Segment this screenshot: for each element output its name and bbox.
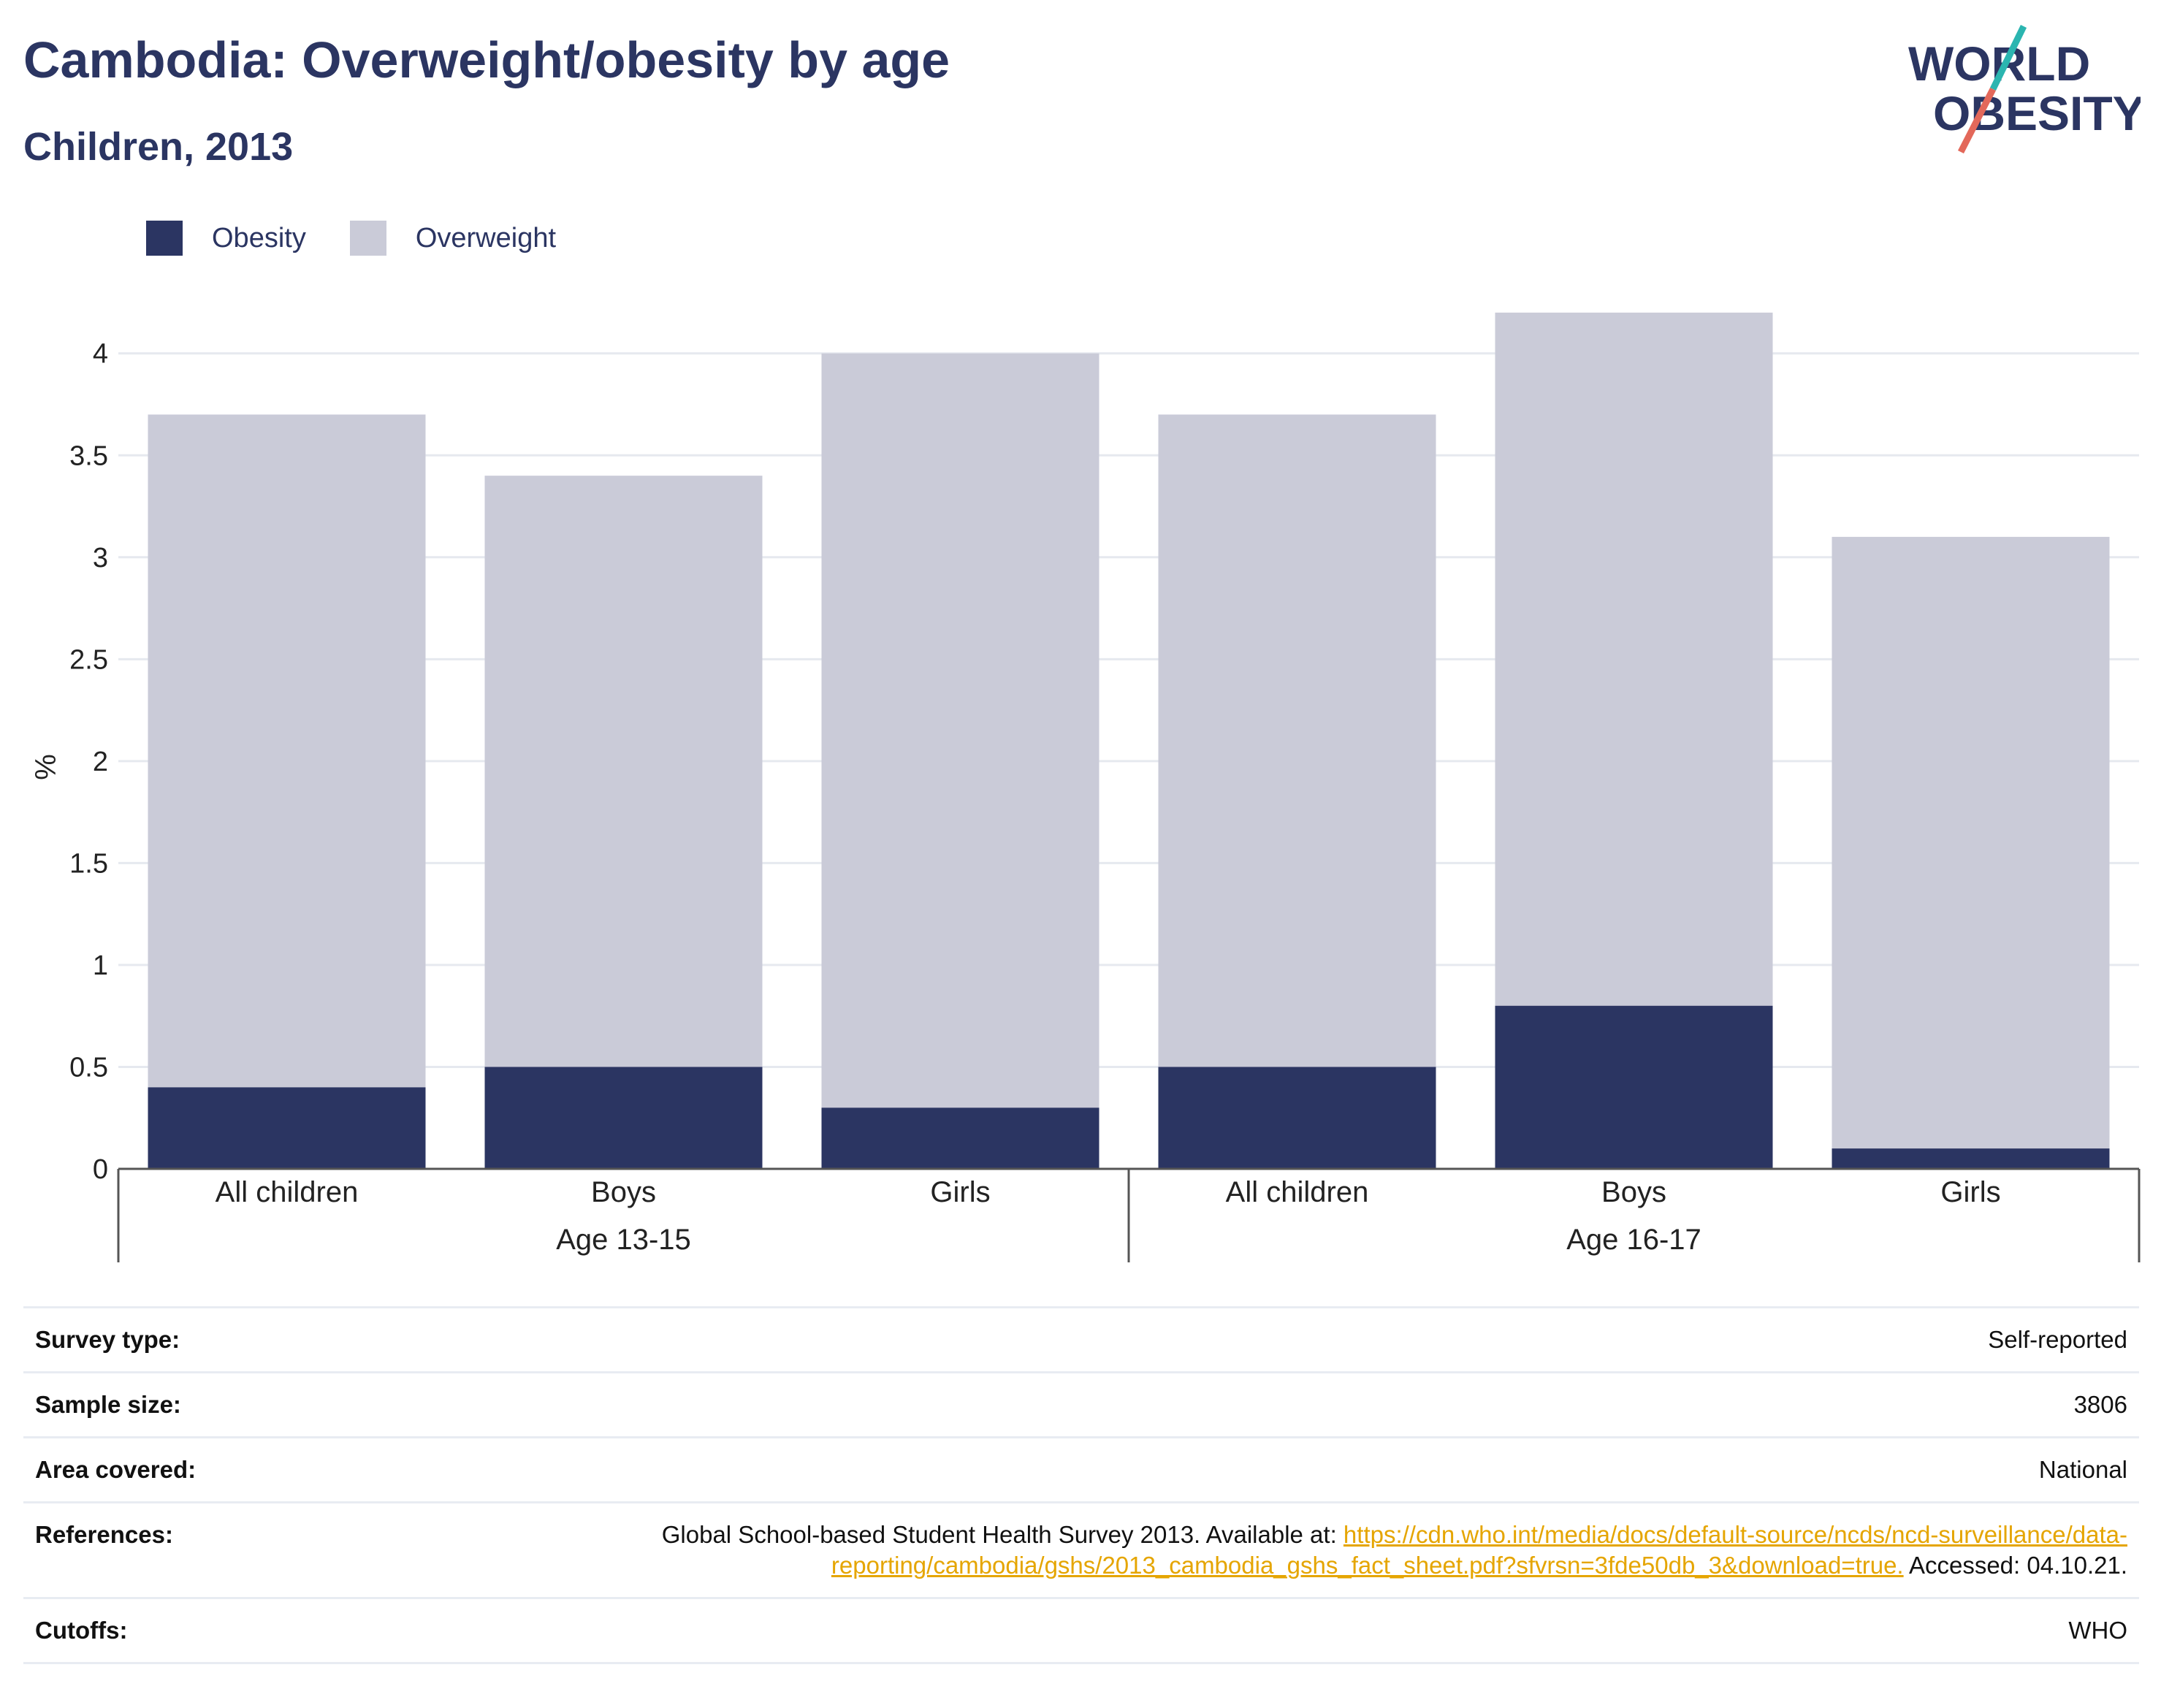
logo-slash-bottom [1957, 87, 1997, 153]
x-tick-label: Boys [1601, 1176, 1666, 1208]
x-tick-label: All children [1226, 1176, 1369, 1208]
y-tick-label: 2 [93, 747, 108, 777]
bar-overweight [148, 414, 426, 1088]
legend-swatch-overweight [349, 221, 386, 256]
y-tick-label: 1 [93, 950, 108, 981]
legend-label-overweight: Overweight [415, 222, 557, 253]
info-value: Self-reported [412, 1306, 2139, 1373]
info-key: Survey type: [23, 1306, 412, 1373]
world-obesity-logo: WORLD OBESITY [1908, 25, 2141, 153]
logo-word-line2: OBESITY [1933, 86, 2141, 140]
bar-obesity [148, 1087, 426, 1169]
reference-accessed: Accessed: 04.10.21. [1903, 1552, 2127, 1579]
chart-subtitle: Children, 2013 [23, 125, 294, 169]
bar-overweight [1495, 312, 1773, 1006]
table-row: Area covered: National [23, 1436, 2139, 1503]
info-key: Area covered: [23, 1436, 412, 1503]
x-tick-label: Boys [591, 1176, 656, 1208]
stacked-bar-chart: 0 0.5 1 1.5 2 2.5 3 3.5 4% All children Boys Girls A… [30, 312, 2141, 1262]
info-value: WHO [412, 1597, 2139, 1664]
logo-slash-top [1989, 25, 2027, 91]
info-value-references: Global School-based Student Health Surve… [412, 1501, 2139, 1598]
group-label: Age 13-15 [556, 1224, 691, 1256]
bar-obesity [821, 1107, 1099, 1169]
reference-link[interactable]: https://cdn.who.int/media/docs/default-s… [831, 1521, 2127, 1579]
chart-legend: Obesity Overweight [146, 219, 600, 257]
legend-item-overweight[interactable]: Overweight [349, 221, 557, 256]
bar-obesity [484, 1067, 763, 1169]
bar-overweight [1832, 536, 2110, 1149]
x-tick-label: Girls [1940, 1176, 2000, 1208]
chart-title: Cambodia: Overweight/obesity by age [23, 31, 950, 88]
y-tick-label: 2.5 [69, 644, 108, 675]
y-axis-label: % [30, 754, 62, 780]
legend-label-obesity: Obesity [212, 222, 306, 253]
y-tick-label: 0.5 [69, 1052, 108, 1083]
legend-swatch-obesity [146, 221, 183, 256]
info-key: Sample size: [23, 1371, 412, 1438]
x-tick-label: Girls [930, 1176, 990, 1208]
bar-obesity [1158, 1067, 1436, 1169]
y-tick-label: 3.5 [69, 441, 108, 471]
y-tick-label: 0 [93, 1154, 108, 1185]
y-tick-label: 4 [93, 339, 108, 370]
bar-overweight [1158, 414, 1436, 1067]
bar-obesity [1832, 1148, 2110, 1169]
bar-overweight [821, 353, 1099, 1108]
survey-info-table: Survey type: Self-reported Sample size: … [23, 1306, 2139, 1664]
table-row: Survey type: Self-reported [23, 1306, 2139, 1373]
info-key: Cutoffs: [23, 1597, 412, 1664]
bar-obesity [1495, 1005, 1773, 1169]
info-value: National [412, 1436, 2139, 1503]
table-row: Sample size: 3806 [23, 1371, 2139, 1438]
info-key: References: [23, 1501, 412, 1598]
info-value: 3806 [412, 1371, 2139, 1438]
table-row: Cutoffs: WHO [23, 1597, 2139, 1664]
bar-overweight [484, 476, 763, 1067]
y-tick-label: 1.5 [69, 848, 108, 879]
legend-item-obesity[interactable]: Obesity [146, 221, 306, 256]
x-tick-label: All children [216, 1176, 359, 1208]
group-label: Age 16-17 [1566, 1224, 1701, 1256]
reference-text: Global School-based Student Health Surve… [661, 1521, 1344, 1548]
table-row: References: Global School-based Student … [23, 1501, 2139, 1598]
y-tick-label: 3 [93, 543, 108, 573]
